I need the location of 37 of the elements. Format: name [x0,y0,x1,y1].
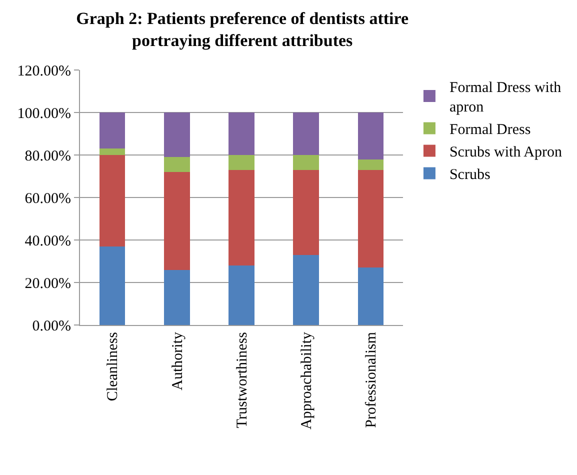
bar [99,155,126,246]
y-tick-label: 20.00% [24,276,71,292]
bar [164,172,190,270]
bar [99,112,126,149]
y-tick-label: 100.00% [17,106,71,122]
bar [99,246,126,325]
x-tick-label: Cleanliness [105,332,122,402]
bar [228,155,254,170]
bar [228,112,254,155]
y-tick-label: 0.00% [32,318,71,334]
x-tick-label: Approachability [298,332,315,430]
y-tick-label: 120.00% [17,63,71,80]
bar [164,270,190,325]
bar [228,266,254,325]
bar [228,170,254,266]
legend-label: Scrubs [449,167,490,184]
bar [293,112,320,155]
y-tick-label: 40.00% [24,233,71,250]
y-tick-label: 60.00% [24,190,71,207]
bar [358,170,384,268]
legend-label: Scrubs with Apron [449,144,562,161]
legend-label: Formal Dress with apron [449,80,562,116]
x-tick-label: Authority [170,332,186,390]
bar [358,268,384,325]
bar [293,155,320,170]
bar [99,148,126,155]
chart-title: Graph 2: Patients preference of dentists attire portraying different attributes [76,8,409,50]
bar [164,157,190,172]
x-tick-label: Trustworthiness [234,332,250,428]
legend-label: Formal Dress [449,122,531,138]
bar [358,159,384,170]
bar [293,254,320,325]
bar [293,170,320,255]
x-tick-label: Professionalism [364,332,380,428]
bar [358,112,384,160]
bar [164,112,190,158]
y-tick-label: 80.00% [24,148,71,164]
